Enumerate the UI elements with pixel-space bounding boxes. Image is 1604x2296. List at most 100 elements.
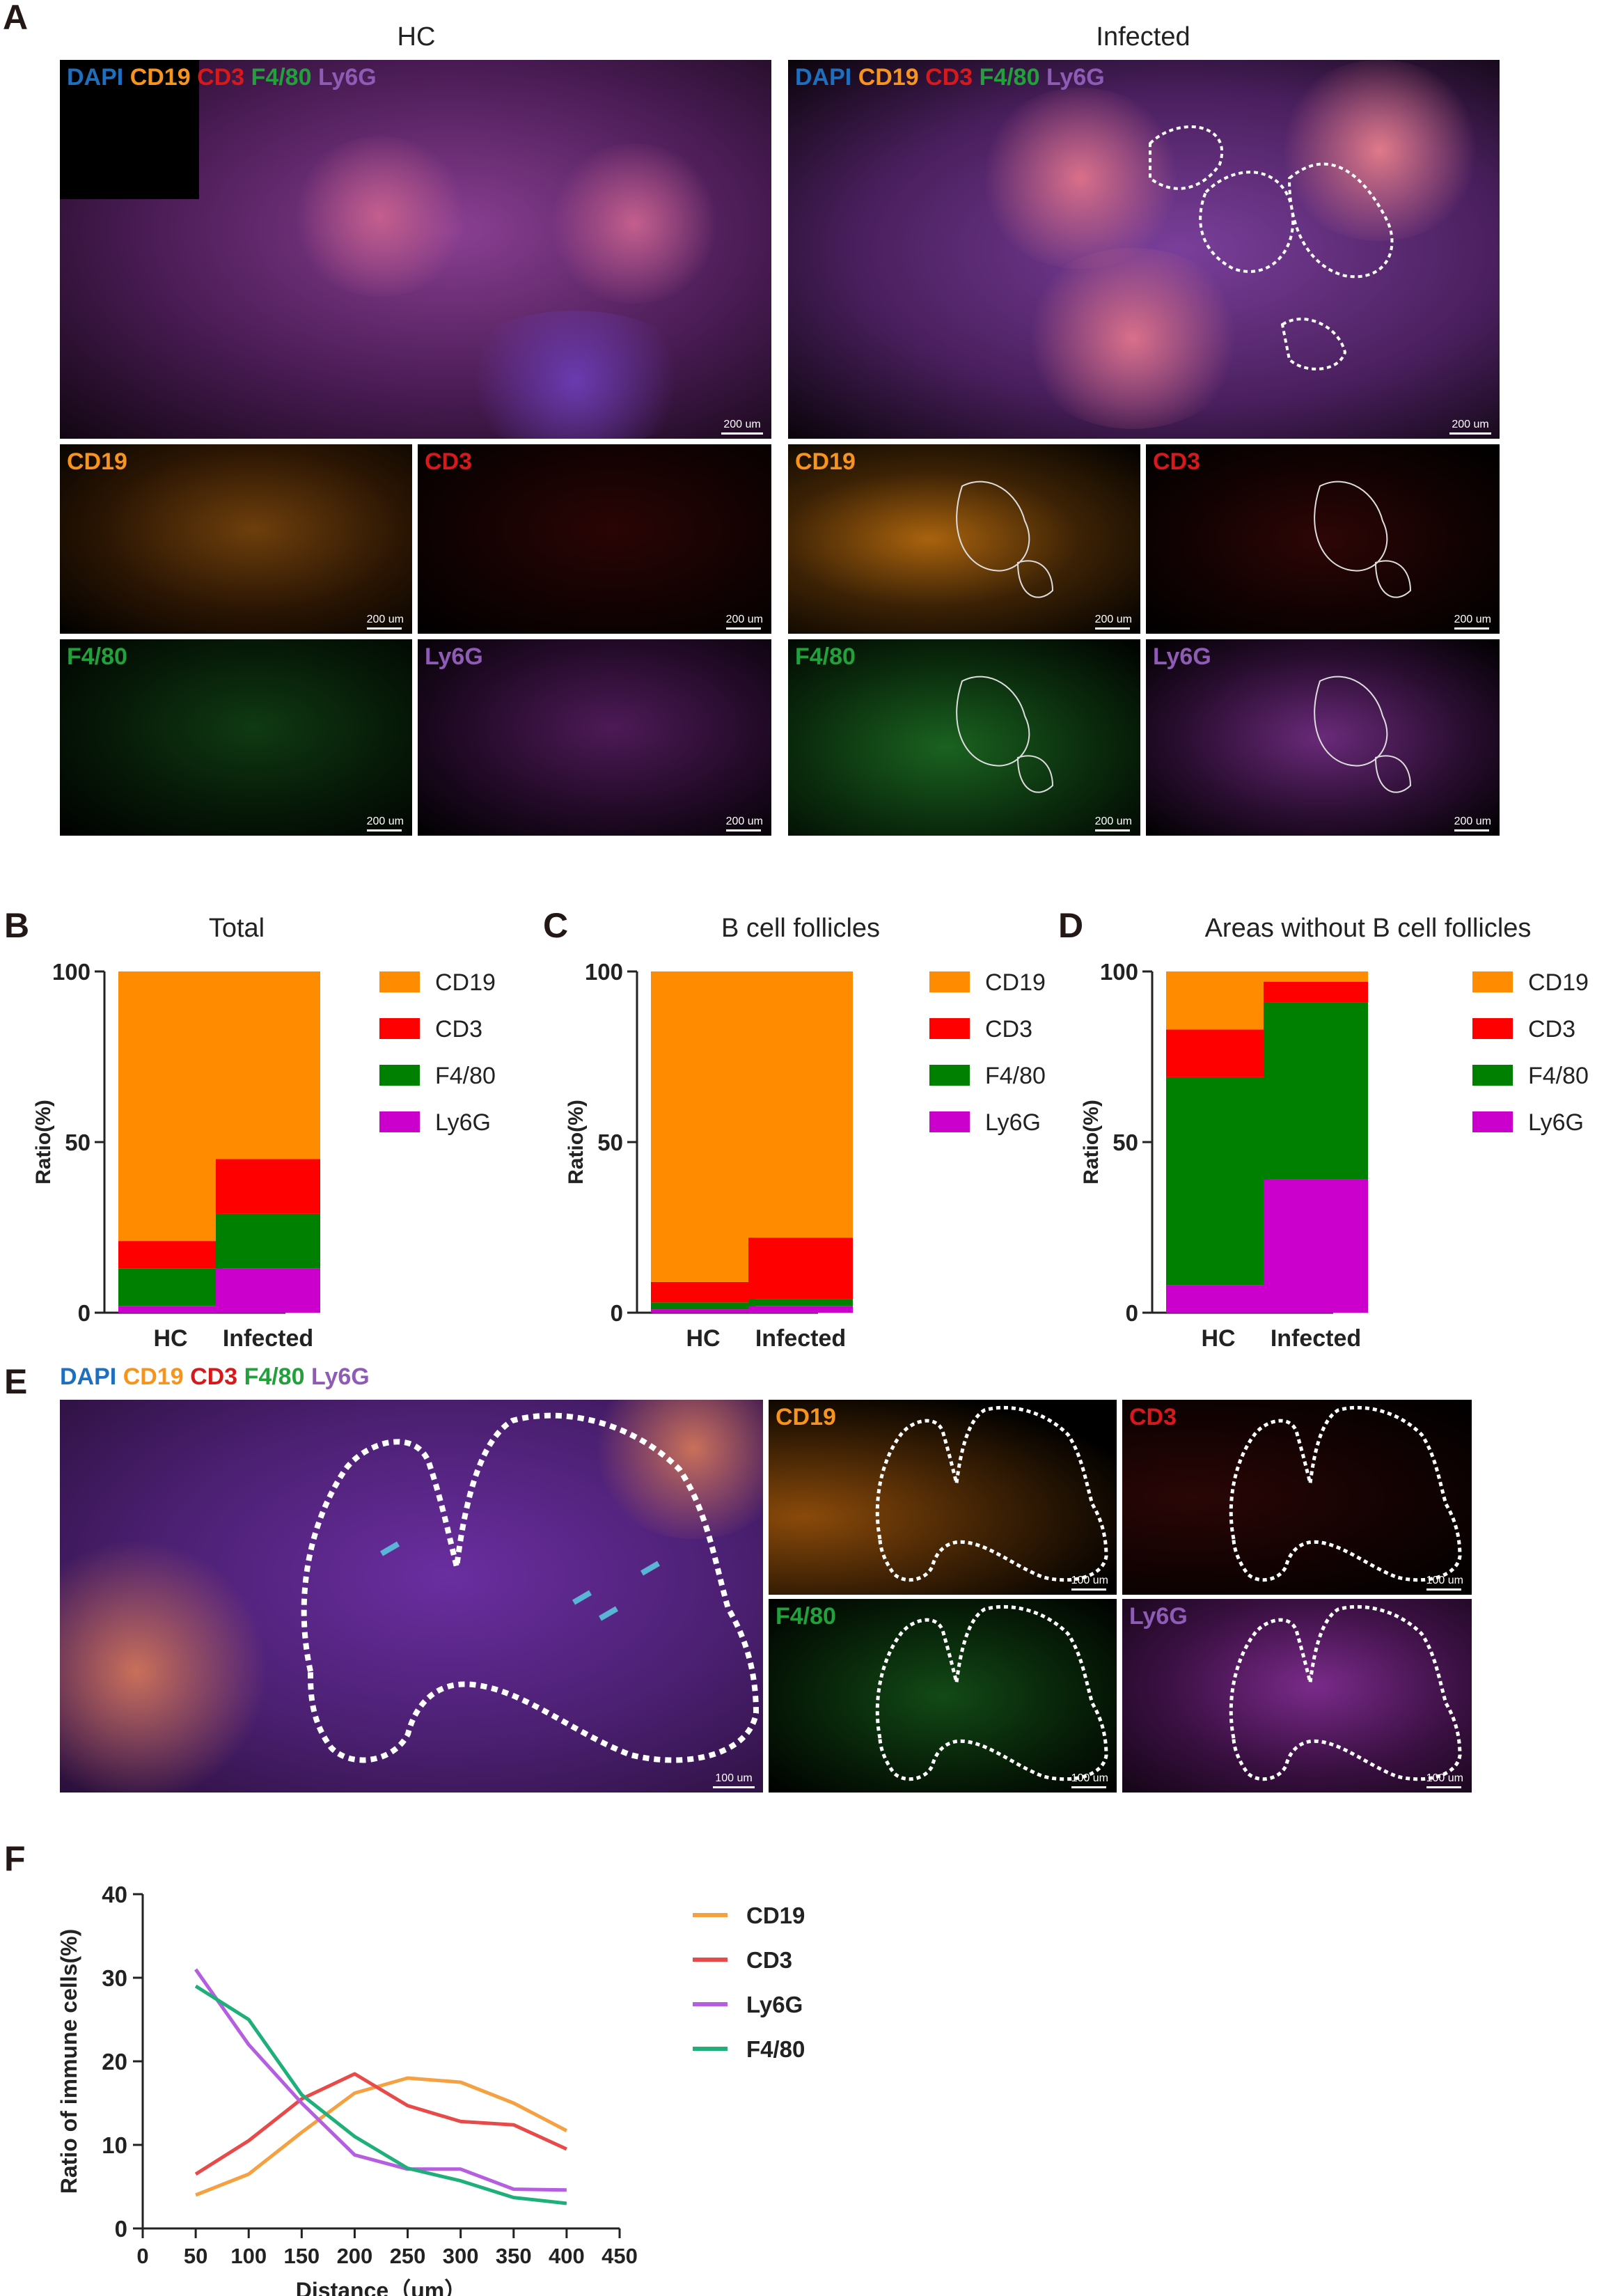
y-axis-label: Ratio of immune cells(%) — [56, 1929, 81, 2194]
x-tick-label: 300 — [443, 2244, 479, 2268]
scale-bar: 100 um — [1426, 1575, 1463, 1591]
x-tick-label: HC — [1201, 1325, 1235, 1352]
scale-bar: 100 um — [713, 1772, 755, 1788]
legend-label: F4/80 — [985, 1063, 1046, 1089]
y-axis-label: Ratio(%) — [565, 1100, 588, 1185]
cd19-label: CD19 — [129, 64, 191, 91]
bar-chart-0: Total 0 50 100 Ratio(%) HC Infected CD19 CD3 F4/8… — [32, 914, 496, 1352]
panel-e-f480-image: F4/80 100 um — [769, 1599, 1117, 1793]
x-tick-label: 100 — [230, 2244, 267, 2268]
y-tick-label: 50 — [65, 1130, 91, 1155]
lamina-blob — [450, 311, 700, 439]
x-axis-label: Distance（um） — [296, 2278, 466, 2296]
panel-label-f: F — [4, 1839, 26, 1878]
bar-segment-cd19 — [216, 971, 320, 1159]
scale-bar: 200 um — [1094, 815, 1132, 831]
panel-e-merge-image: 100 um — [60, 1400, 763, 1793]
infected-ly6g-image: Ly6G 200 um — [1146, 639, 1500, 836]
hc-cd19-image: CD19 200 um — [60, 444, 412, 634]
infected-merge-image: DAPI CD19 CD3 F4/80 Ly6G 200 um — [788, 60, 1500, 439]
bar-segment-cd19 — [118, 971, 223, 1242]
dapi-label: DAPI — [795, 64, 852, 91]
bar-chart-2: Areas without B cell follicles 0 50 100 Rati… — [1080, 914, 1589, 1352]
x-tick-label: 450 — [602, 2244, 638, 2268]
channel-label: CD19 — [67, 448, 127, 475]
legend-label: F4/80 — [1528, 1063, 1589, 1089]
lesion-outline — [1229, 1405, 1462, 1582]
bar-segment-f480 — [118, 1268, 223, 1306]
y-axis-label: Ratio(%) — [32, 1100, 55, 1185]
lesion-outline — [1149, 125, 1394, 370]
panel-e-cd3-image: CD3 100 um — [1122, 1400, 1472, 1595]
cd3-label: CD3 — [190, 1364, 238, 1390]
cd3-label: CD3 — [197, 64, 245, 91]
scale-bar: 200 um — [721, 419, 763, 435]
legend-label: Ly6G — [435, 1109, 491, 1136]
legend-swatch — [379, 971, 420, 992]
bar-segment-ly6g — [1264, 1179, 1368, 1313]
bar-segment-cd3 — [651, 1281, 755, 1303]
legend-swatch — [379, 1065, 420, 1086]
legend-label: F4/80 — [746, 2036, 805, 2062]
x-tick-label: Infected — [1271, 1325, 1361, 1352]
bar-segment-f480 — [651, 1302, 755, 1310]
infected-title: Infected — [1096, 22, 1190, 52]
legend-label: Ly6G — [985, 1109, 1041, 1136]
legend-swatch — [1472, 1065, 1513, 1086]
y-tick-label: 0 — [1126, 1300, 1138, 1326]
hc-merge-image: DAPI CD19 CD3 F4/80 Ly6G 200 um — [60, 60, 771, 439]
x-tick-label: 150 — [283, 2244, 320, 2268]
y-tick-label: 20 — [102, 2049, 127, 2075]
lesion-outline — [875, 1604, 1108, 1781]
legend-swatch — [929, 1111, 970, 1132]
channel-label: CD3 — [425, 448, 473, 475]
legend-label: CD3 — [435, 1016, 482, 1042]
infected-f480-image: F4/80 200 um — [788, 639, 1140, 836]
series-line-cd19 — [195, 2076, 568, 2197]
ly6g-label: Ly6G — [1046, 64, 1105, 91]
bar-segment-f480 — [216, 1213, 320, 1269]
series-line-f480 — [194, 1984, 567, 2205]
channel-label: Ly6G — [1129, 1603, 1188, 1630]
legend-label: CD19 — [435, 969, 496, 996]
panel-label-e: E — [4, 1362, 28, 1401]
lesion-outline — [875, 1405, 1108, 1582]
follicle-blob — [1275, 60, 1484, 241]
legend-label: Ly6G — [746, 1992, 803, 2017]
follicle-blob — [60, 1539, 269, 1793]
scale-bar: 200 um — [366, 614, 404, 630]
hc-f480-image: F4/80 200 um — [60, 639, 412, 836]
f480-label: F4/80 — [251, 64, 312, 91]
y-tick-label: 50 — [1112, 1130, 1138, 1155]
stacked-bar-charts: Total 0 50 100 Ratio(%) HC Infected CD19 CD3 F4/8… — [32, 914, 1589, 1352]
legend-label: CD19 — [985, 969, 1046, 996]
follicle-blob — [976, 88, 1185, 269]
f480-label: F4/80 — [979, 64, 1040, 91]
merge-label-line: DAPI CD19 CD3 F4/80 Ly6G — [795, 64, 1105, 91]
legend-swatch — [1472, 1111, 1513, 1132]
panel-label-d: D — [1058, 906, 1084, 945]
channel-label: CD3 — [1129, 1404, 1177, 1430]
bar-segment-cd3 — [216, 1159, 320, 1214]
bar-segment-f480 — [1166, 1077, 1271, 1286]
legend-swatch — [1472, 971, 1513, 992]
lesion-outline — [301, 1412, 760, 1763]
channel-label: CD19 — [776, 1404, 836, 1430]
lesion-outline — [1229, 1604, 1462, 1781]
panel-e-ly6g-image: Ly6G 100 um — [1122, 1599, 1472, 1793]
cd19-label: CD19 — [123, 1364, 184, 1390]
series-line-ly6g — [194, 1968, 567, 2192]
channel-label: F4/80 — [67, 643, 127, 670]
chart-title: Areas without B cell follicles — [1205, 914, 1532, 943]
hc-cd3-image: CD3 200 um — [418, 444, 771, 634]
legend-swatch — [929, 971, 970, 992]
dapi-label: DAPI — [67, 64, 124, 91]
scale-bar: 200 um — [1094, 614, 1132, 630]
chart-title: B cell follicles — [721, 914, 880, 943]
panel-label-a: A — [3, 0, 29, 37]
scale-bar: 200 um — [366, 815, 404, 831]
scale-bar: 200 um — [725, 815, 763, 831]
bar-segment-cd19 — [1264, 971, 1368, 982]
